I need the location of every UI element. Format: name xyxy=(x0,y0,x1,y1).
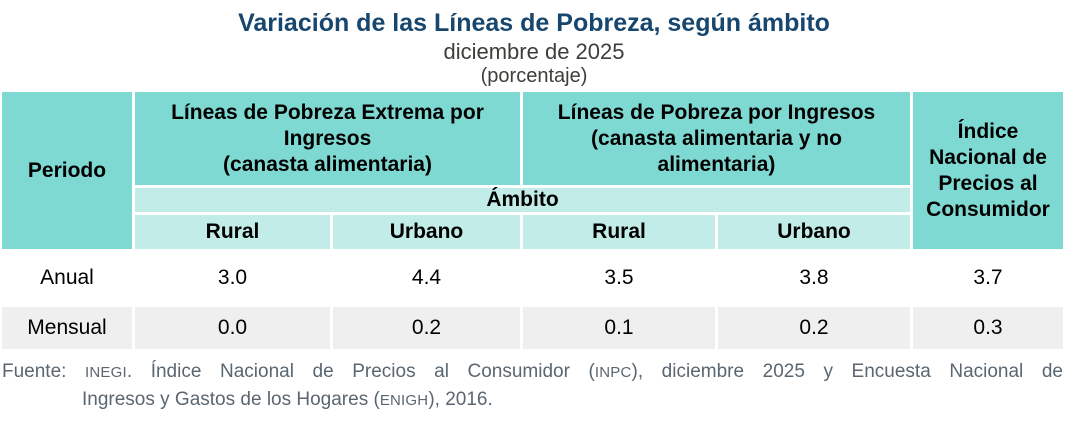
anual-lpi-rural-value: 3.5 xyxy=(523,252,715,304)
source-note-line1: Fuente: INEGI. Índice Nacional de Precio… xyxy=(2,358,1063,386)
source-line1-end: ), diciembre 2025 y Encuesta Nacional de xyxy=(631,361,1064,382)
source-line2-start: Ingresos y Gastos de los Hogares ( xyxy=(82,389,380,410)
source-line2-end: ), 2016. xyxy=(428,389,493,410)
subheader-urbano-income: Urbano xyxy=(718,215,910,249)
source-line1-mid: . Índice Nacional de Precios al Consumid… xyxy=(126,361,595,382)
group1-line2: (canasta alimentaria) xyxy=(223,152,432,176)
inegi-acronym: INEGI xyxy=(85,364,127,381)
inpc-acronym: INPC xyxy=(594,364,632,381)
column-group-poverty-lines: Líneas de Pobreza por Ingresos (canasta … xyxy=(523,92,910,185)
group2-line2: (canasta alimentaria y no alimentaria) xyxy=(591,126,842,176)
mensual-lpei-urbano-value: 0.2 xyxy=(333,307,520,349)
anual-inpc-value: 3.7 xyxy=(913,252,1063,304)
source-label: Fuente: xyxy=(2,361,86,382)
subheader-rural-extreme: Rural xyxy=(135,215,330,249)
anual-lpei-rural-value: 3.0 xyxy=(135,252,330,304)
enigh-acronym: ENIGH xyxy=(379,392,429,409)
column-header-inpc: Índice Nacional de Precios al Consumidor xyxy=(913,92,1063,249)
column-group-extreme-poverty-lines: Líneas de Pobreza Extrema por Ingresos (… xyxy=(135,92,520,185)
group1-line1: Líneas de Pobreza Extrema por Ingresos xyxy=(171,100,484,150)
row-anual-label: Anual xyxy=(2,252,132,304)
page-subtitle: diciembre de 2025 xyxy=(443,39,625,64)
anual-lpi-urbano-value: 3.8 xyxy=(718,252,910,304)
subheader-ambito: Ámbito xyxy=(135,188,910,212)
mensual-inpc-value: 0.3 xyxy=(913,307,1063,349)
row-mensual-label: Mensual xyxy=(2,307,132,349)
anual-lpei-urbano-value: 4.4 xyxy=(333,252,520,304)
source-note: Fuente: INEGI. Índice Nacional de Precio… xyxy=(2,358,1063,414)
subheader-rural-income: Rural xyxy=(523,215,715,249)
unit-note: (porcentaje) xyxy=(480,65,588,87)
poverty-lines-table: Periodo Líneas de Pobreza Extrema por In… xyxy=(2,92,1063,349)
mensual-lpi-urbano-value: 0.2 xyxy=(718,307,910,349)
source-note-line2: Ingresos y Gastos de los Hogares (ENIGH)… xyxy=(2,386,1063,414)
column-header-periodo: Periodo xyxy=(2,92,132,249)
mensual-lpi-rural-value: 0.1 xyxy=(523,307,715,349)
title-block: Variación de las Líneas de Pobreza, segú… xyxy=(0,0,1068,88)
page-title: Variación de las Líneas de Pobreza, segú… xyxy=(238,9,830,37)
group2-line1: Líneas de Pobreza por Ingresos xyxy=(557,100,876,124)
mensual-lpei-rural-value: 0.0 xyxy=(135,307,330,349)
subheader-urbano-extreme: Urbano xyxy=(333,215,520,249)
